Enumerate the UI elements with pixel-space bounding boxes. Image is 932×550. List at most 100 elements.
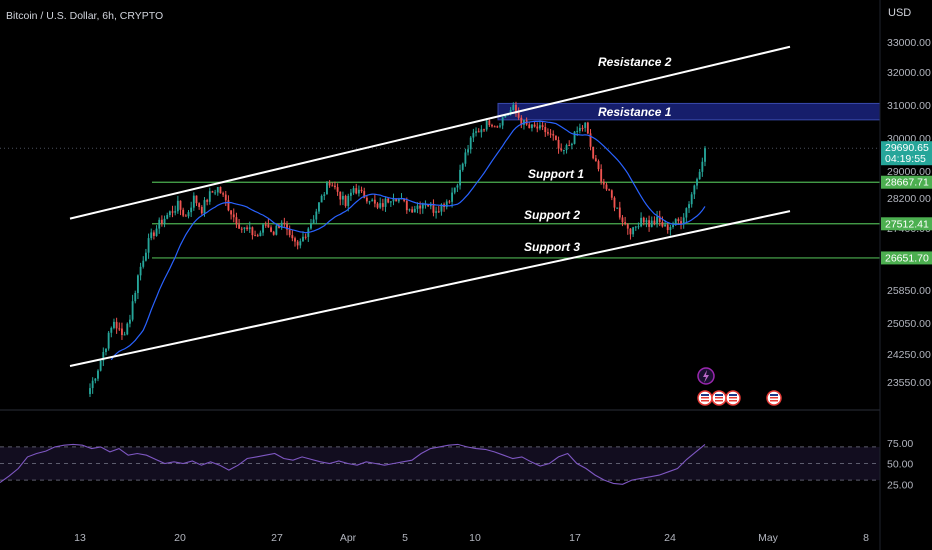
candle-body bbox=[208, 191, 211, 202]
candle-body bbox=[437, 211, 440, 213]
candle-body bbox=[661, 222, 664, 227]
candle-body bbox=[224, 194, 227, 201]
symbol-title[interactable]: Bitcoin / U.S. Dollar, 6h, CRYPTO bbox=[6, 10, 163, 22]
candle-body bbox=[411, 209, 414, 213]
candle-body bbox=[696, 179, 698, 186]
us-flag-icon[interactable] bbox=[711, 390, 727, 406]
candle-body bbox=[576, 130, 579, 132]
us-flag-icon[interactable] bbox=[766, 390, 782, 406]
candle-body bbox=[243, 227, 246, 229]
candle-body bbox=[147, 238, 150, 253]
time-axis[interactable]: 13 20 27 Apr 5 10 17 24 May 8 bbox=[74, 532, 869, 544]
candle-body bbox=[160, 219, 163, 224]
us-flag-icon[interactable] bbox=[725, 390, 741, 406]
candle-body bbox=[176, 200, 179, 212]
candle-body bbox=[469, 137, 472, 150]
candle-body bbox=[499, 125, 501, 127]
candle-body bbox=[203, 200, 206, 214]
candle-body bbox=[136, 275, 139, 293]
candle-body bbox=[528, 124, 531, 129]
candle-body bbox=[184, 215, 187, 217]
candle-body bbox=[365, 197, 368, 202]
candle-body bbox=[493, 126, 496, 128]
candle-body bbox=[608, 189, 611, 191]
candle-body bbox=[315, 211, 318, 220]
candle-body bbox=[600, 169, 603, 182]
candle-body bbox=[613, 197, 616, 208]
candle-body bbox=[477, 131, 480, 133]
channel-lower-line[interactable] bbox=[69, 210, 791, 367]
candle-body bbox=[395, 198, 398, 202]
candle-body bbox=[669, 227, 672, 231]
candle-body bbox=[453, 187, 456, 193]
price-tick-label: 29000.00 bbox=[887, 166, 931, 178]
candle-body bbox=[328, 182, 331, 186]
candle-body bbox=[99, 360, 102, 371]
candle-body bbox=[690, 194, 693, 205]
candle-body bbox=[501, 117, 504, 126]
candle-body bbox=[517, 112, 520, 118]
candle-body bbox=[384, 198, 387, 207]
candle-body bbox=[688, 204, 690, 209]
candle-body bbox=[110, 327, 113, 333]
candle-body bbox=[413, 208, 416, 213]
channel-upper-line[interactable] bbox=[69, 45, 791, 220]
candle-body bbox=[629, 228, 632, 235]
candle-body bbox=[371, 199, 374, 202]
candle-body bbox=[144, 252, 147, 261]
candle-body bbox=[270, 227, 272, 232]
candle-body bbox=[259, 232, 262, 237]
time-tick-label: 27 bbox=[271, 532, 283, 544]
candle-body bbox=[344, 195, 347, 206]
price-tick-label: 25850.00 bbox=[887, 285, 931, 297]
candle-body bbox=[616, 207, 619, 209]
price-tick-label: 33000.00 bbox=[887, 37, 931, 49]
rsi-line bbox=[0, 443, 706, 485]
event-flags bbox=[697, 390, 782, 406]
candle-body bbox=[682, 217, 685, 225]
support-price-badge bbox=[881, 251, 932, 265]
candle-body bbox=[429, 203, 432, 207]
candle-body bbox=[648, 220, 651, 227]
candle-body bbox=[334, 185, 336, 188]
candle-body bbox=[275, 225, 278, 235]
candle-body bbox=[310, 223, 312, 229]
candle-body bbox=[121, 328, 123, 335]
rsi-tick-label: 50.00 bbox=[887, 459, 913, 471]
candle-body bbox=[467, 149, 469, 153]
moving-average-layer bbox=[110, 120, 706, 361]
candle-body bbox=[251, 227, 254, 236]
candle-body bbox=[312, 219, 315, 224]
candle-body bbox=[232, 214, 235, 218]
candle-body bbox=[653, 220, 656, 224]
resistance-1-zone[interactable] bbox=[497, 102, 881, 121]
candle-body bbox=[698, 171, 701, 180]
candle-body bbox=[336, 187, 339, 192]
rsi-band bbox=[0, 446, 880, 481]
candle-body bbox=[283, 222, 286, 225]
candle-body bbox=[376, 203, 379, 208]
badge-price-text: 29690.65 bbox=[885, 142, 929, 154]
candle-body bbox=[419, 205, 422, 209]
candle-body bbox=[549, 133, 552, 135]
lightning-icon[interactable] bbox=[697, 367, 715, 385]
candle-body bbox=[142, 260, 145, 267]
candle-body bbox=[129, 319, 131, 324]
candle-body bbox=[166, 215, 169, 219]
candle-body bbox=[634, 226, 637, 228]
candle-body bbox=[291, 235, 294, 239]
candle-body bbox=[392, 198, 395, 202]
candle-body bbox=[624, 222, 627, 224]
badge-price-text: 27512.41 bbox=[885, 218, 929, 230]
candle-body bbox=[115, 321, 118, 329]
candle-body bbox=[320, 195, 323, 203]
price-tick-label: 31000.00 bbox=[887, 100, 931, 112]
candle-body bbox=[445, 201, 448, 208]
candle-body bbox=[368, 201, 371, 203]
candle-body bbox=[509, 110, 512, 114]
candle-body bbox=[206, 200, 209, 202]
candle-body bbox=[664, 224, 666, 227]
us-flag-icon[interactable] bbox=[697, 390, 713, 406]
candle-body bbox=[403, 198, 406, 201]
